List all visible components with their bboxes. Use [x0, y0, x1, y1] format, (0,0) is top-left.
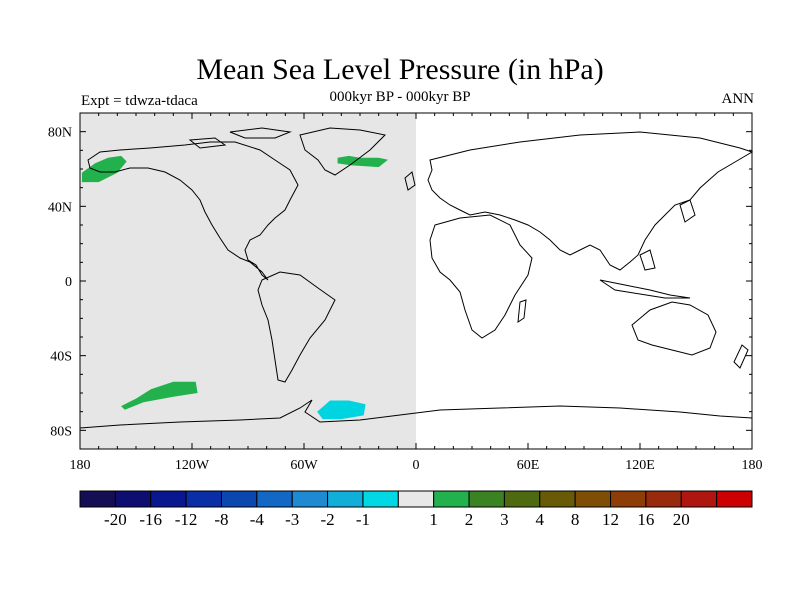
coastlines [79, 127, 754, 429]
lon-tick-label: 120E [625, 458, 655, 473]
colorbar-label: 20 [673, 510, 690, 529]
colorbar-label: -1 [356, 510, 370, 529]
colorbar-swatch [574, 490, 612, 508]
lat-tick-label: 0 [65, 275, 72, 290]
colorbar-swatch [397, 490, 435, 508]
colorbar-label: -12 [175, 510, 198, 529]
colorbar-swatch [291, 490, 329, 508]
colorbar-label: -8 [214, 510, 228, 529]
colorbar-swatch [539, 490, 576, 508]
colorbar-label: 8 [571, 510, 580, 529]
lon-tick-label: 60W [290, 458, 318, 473]
experiment-label: Expt = tdwza-tdaca [81, 93, 198, 109]
colorbar-label: -4 [250, 510, 265, 529]
colorbar-swatch [680, 490, 718, 508]
colorbar-label: 2 [465, 510, 474, 529]
shaded-region [80, 113, 416, 449]
colorbar-swatch [114, 490, 152, 508]
colorbar-swatch [185, 490, 222, 508]
lon-tick-label: 180 [70, 458, 91, 473]
colorbar-swatch [150, 490, 187, 508]
colorbar-swatch [79, 490, 116, 508]
lat-tick-label: 40S [50, 350, 72, 365]
colorbar-label: -3 [285, 510, 299, 529]
colorbar-label: -16 [139, 510, 162, 529]
lon-tick-label: 180 [742, 458, 763, 473]
colorbar-label: 3 [500, 510, 509, 529]
colorbar-swatch [433, 490, 470, 508]
lat-tick-label: 40N [48, 200, 72, 215]
chart-title: Mean Sea Level Pressure (in hPa) [196, 53, 604, 86]
lon-tick-label: 0 [413, 458, 420, 473]
colorbar-swatch [256, 490, 293, 508]
south-pacific-anomaly [121, 381, 198, 410]
season-label: ANN [721, 91, 755, 107]
colorbar-swatch [716, 490, 753, 508]
colorbar-swatch [362, 490, 399, 508]
colorbar-label: -2 [320, 510, 334, 529]
colorbar-swatch [503, 490, 541, 508]
lon-tick-label: 120W [175, 458, 210, 473]
colorbar-swatch [327, 490, 364, 508]
colorbar-label: 4 [536, 510, 545, 529]
weddell-sea-anomaly [317, 400, 366, 420]
colorbar-swatch [610, 490, 647, 508]
lat-tick-label: 80S [50, 424, 72, 439]
colorbar-swatch [220, 490, 258, 508]
alaska-anomaly [81, 155, 127, 183]
colorbar-label: 1 [429, 510, 438, 529]
colorbar-swatch [468, 490, 505, 508]
colorbar-label: -20 [104, 510, 127, 529]
chart-subtitle: 000kyr BP - 000kyr BP [329, 89, 471, 105]
colorbar-swatch [645, 490, 682, 508]
lat-tick-label: 80N [48, 126, 72, 141]
lon-tick-label: 60E [517, 458, 540, 473]
colorbar-label: 16 [637, 510, 654, 529]
colorbar-label: 12 [602, 510, 619, 529]
